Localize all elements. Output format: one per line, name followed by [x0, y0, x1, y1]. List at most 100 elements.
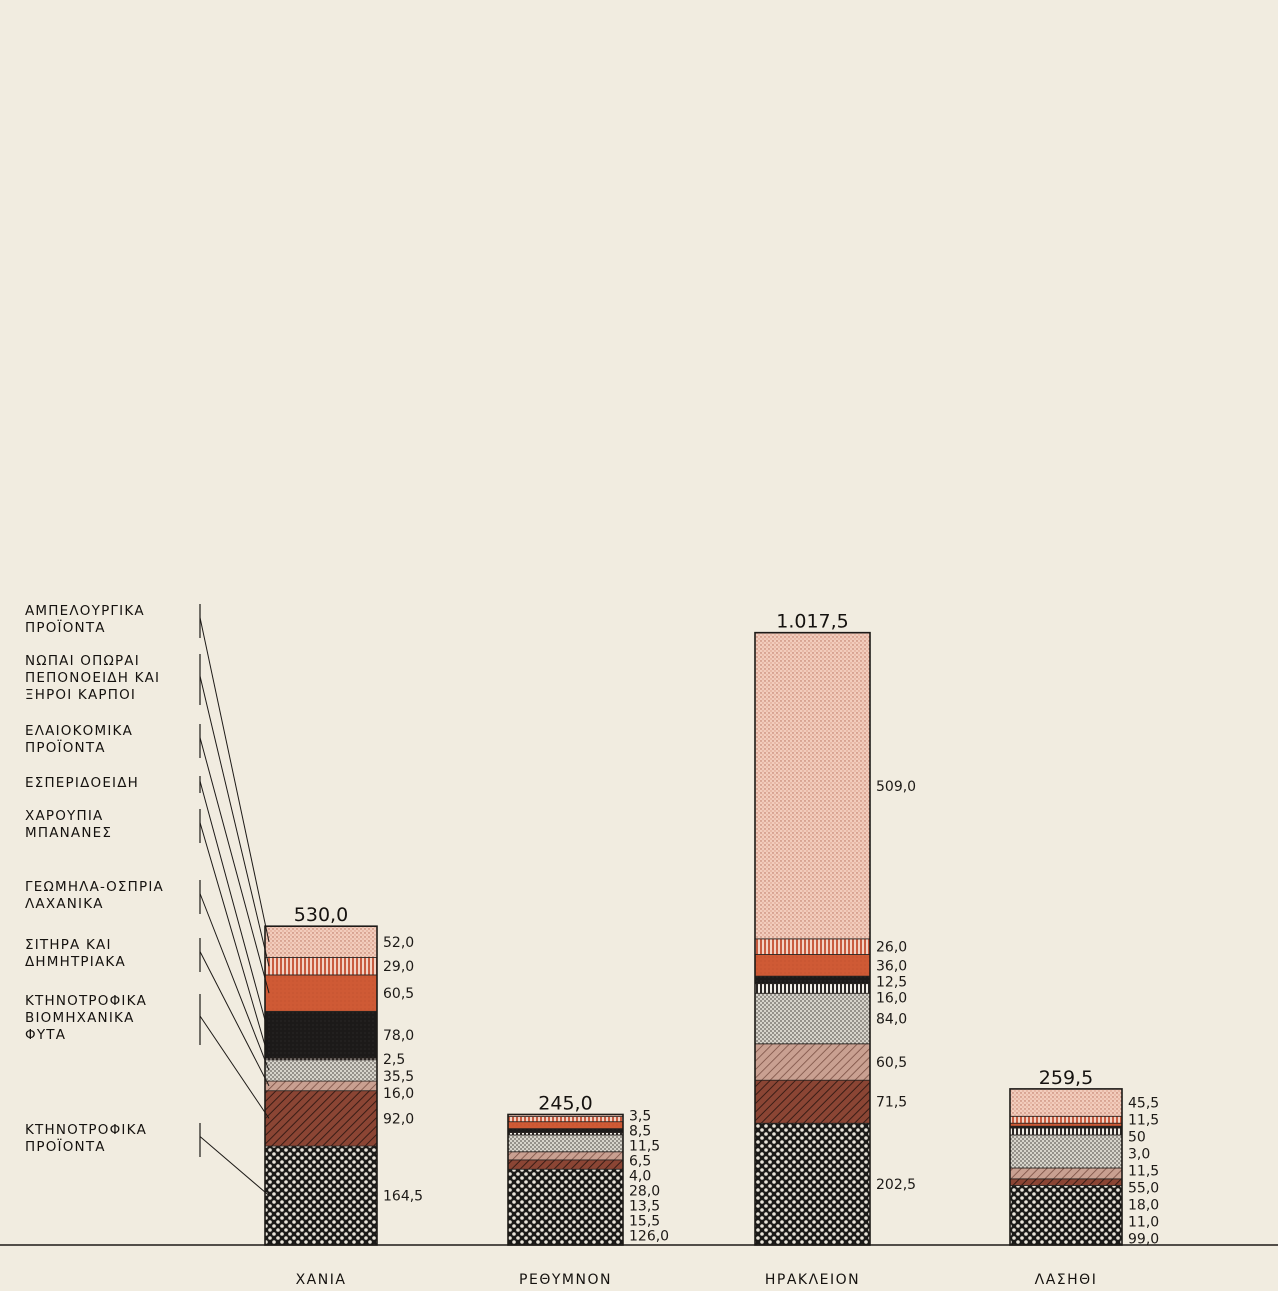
legend-label: ΕΣΠΕΡΙΔΟΕΙΔΗ	[25, 775, 139, 791]
category-label: ΡΕΘΥΜΝΟΝ	[519, 1272, 612, 1288]
bar-segment	[264, 974, 378, 1012]
bar-segment	[1009, 1115, 1123, 1124]
legend-leader-line	[199, 1015, 270, 1119]
bar-segment	[264, 1059, 378, 1082]
segment-value-label: 78,0	[383, 1028, 414, 1044]
bar-total-label: 259,5	[1039, 1067, 1093, 1089]
bar-segment	[1009, 1122, 1123, 1127]
legend-leader-line	[199, 780, 270, 1035]
bar-segment	[1009, 1088, 1123, 1117]
category-labels-layer: ΧΑΝΙΑ ΡΕΘΥΜΝΟΝ ΗΡΑΚΛΕΙΟΝ ΛΑΣΗΘΙ	[296, 1272, 1098, 1288]
legend-label: ΠΡΟΪΟΝΤΑ	[25, 618, 106, 636]
segment-value-label: 99,0	[1128, 1232, 1159, 1248]
segment-value-label: 60,5	[383, 986, 414, 1002]
segment-value-label: 164,5	[383, 1189, 423, 1205]
segment-value-label: 45,5	[1128, 1096, 1159, 1112]
legend-label: ΒΙΟΜΗΧΑΝΙΚΑ	[25, 1010, 135, 1026]
bar-segment	[264, 1090, 378, 1147]
bar-segment	[1009, 1134, 1123, 1169]
legend-leader-line	[199, 617, 270, 942]
segment-value-label: 50	[1128, 1130, 1146, 1146]
bar-segment	[754, 954, 871, 977]
legend-label: ΜΠΑΝΑΝΕΣ	[25, 825, 112, 841]
legend-label: ΓΕΩΜΗΛΑ-ΟΣΠΡΙΑ	[25, 879, 164, 895]
legend-leader-line	[199, 893, 270, 1071]
segment-value-label: 11,0	[1128, 1215, 1159, 1231]
segment-value-label: 36,0	[876, 958, 907, 974]
bar-segment	[1009, 1127, 1123, 1136]
legend-label: ΕΛΑΙΟΚΟΜΙΚΑ	[25, 723, 133, 739]
bar-segment	[507, 1128, 624, 1133]
bar-segment	[1009, 1178, 1123, 1186]
legend-label: ΣΙΤΗΡΑ ΚΑΙ	[25, 937, 112, 953]
bar-segment	[264, 1080, 378, 1092]
segment-labels-layer: 52,029,060,578,02,535,516,092,0164,53,58…	[383, 779, 1159, 1248]
bar-segment	[754, 975, 871, 985]
bar-segment	[754, 983, 871, 994]
category-label: ΛΑΣΗΘΙ	[1035, 1272, 1098, 1288]
segment-value-label: 92,0	[383, 1111, 414, 1127]
segment-value-label: 16,0	[383, 1086, 414, 1102]
segment-value-label: 11,5	[1128, 1164, 1159, 1180]
legend-label: ΚΤΗΝΟΤΡΟΦΙΚΑ	[25, 993, 147, 1009]
segment-value-label: 509,0	[876, 779, 916, 795]
bar-segment	[754, 1043, 871, 1081]
bar-total-label: 245,0	[538, 1092, 592, 1114]
segment-value-label: 52,0	[383, 935, 414, 951]
segment-value-label: 126,0	[629, 1229, 669, 1245]
legend-label: ΠΡΟΪΟΝΤΑ	[25, 738, 106, 756]
segment-value-label: 4,0	[629, 1169, 651, 1185]
legend-label: ΦΥΤΑ	[25, 1027, 66, 1043]
legend-leader-line	[199, 1136, 270, 1196]
segment-value-label: 2,5	[383, 1052, 405, 1068]
segment-value-label: 13,5	[629, 1199, 660, 1215]
segment-value-label: 71,5	[876, 1095, 907, 1111]
bar-segment	[507, 1116, 624, 1123]
totals-layer: 530,0 245,0 1.017,5 259,5	[294, 611, 1093, 1115]
segment-value-label: 55,0	[1128, 1181, 1159, 1197]
segment-value-label: 26,0	[876, 940, 907, 956]
legend-label: ΔΗΜΗΤΡΙΑΚΑ	[25, 954, 126, 970]
bar-segment	[754, 992, 871, 1045]
segment-value-label: 11,5	[629, 1139, 660, 1155]
legend-label: ΠΡΟΪΟΝΤΑ	[25, 1137, 106, 1155]
legend-label: ΑΜΠΕΛΟΥΡΓΙΚΑ	[25, 603, 145, 619]
legend-label: ΝΩΠΑΙ ΟΠΩΡΑΙ	[25, 653, 140, 669]
legend-label: ΚΤΗΝΟΤΡΟΦΙΚΑ	[25, 1122, 147, 1138]
segment-value-label: 6,5	[629, 1154, 651, 1170]
bar-segment	[507, 1121, 624, 1130]
legend-leader-line	[199, 675, 270, 967]
category-label: ΧΑΝΙΑ	[296, 1272, 347, 1288]
bar-segment	[754, 1122, 871, 1246]
bar-total-label: 1.017,5	[776, 611, 849, 633]
legend-leader-line	[199, 737, 270, 994]
segment-value-label: 11,5	[1128, 1113, 1159, 1129]
bars-layer	[264, 631, 1123, 1246]
bar-segment	[507, 1168, 624, 1246]
segment-value-label: 28,0	[629, 1184, 660, 1200]
segment-value-label: 15,5	[629, 1214, 660, 1230]
bar-total-label: 530,0	[294, 904, 348, 926]
legend-leader-line	[199, 822, 270, 1060]
bar-segment	[754, 938, 871, 955]
legend-label: ΛΑΧΑΝΙΚΑ	[25, 896, 104, 912]
bar-segment	[754, 1079, 871, 1124]
segment-value-label: 16,0	[876, 990, 907, 1006]
segment-value-label: 35,5	[383, 1069, 414, 1085]
segment-value-label: 84,0	[876, 1012, 907, 1028]
segment-value-label: 29,0	[383, 959, 414, 975]
bar-segment	[507, 1159, 624, 1170]
segment-value-label: 202,5	[876, 1177, 916, 1193]
category-label: ΗΡΑΚΛΕΙΟΝ	[765, 1272, 860, 1288]
bar-segment	[264, 925, 378, 958]
segment-value-label: 60,5	[876, 1055, 907, 1071]
bar-segment	[507, 1151, 624, 1161]
legend-leader-line	[199, 951, 270, 1087]
bar-segment	[264, 1145, 378, 1246]
segment-value-label: 3,0	[1128, 1147, 1150, 1163]
bar-segment	[264, 957, 378, 976]
bar-segment	[1009, 1167, 1123, 1180]
bar-segment	[507, 1134, 624, 1153]
